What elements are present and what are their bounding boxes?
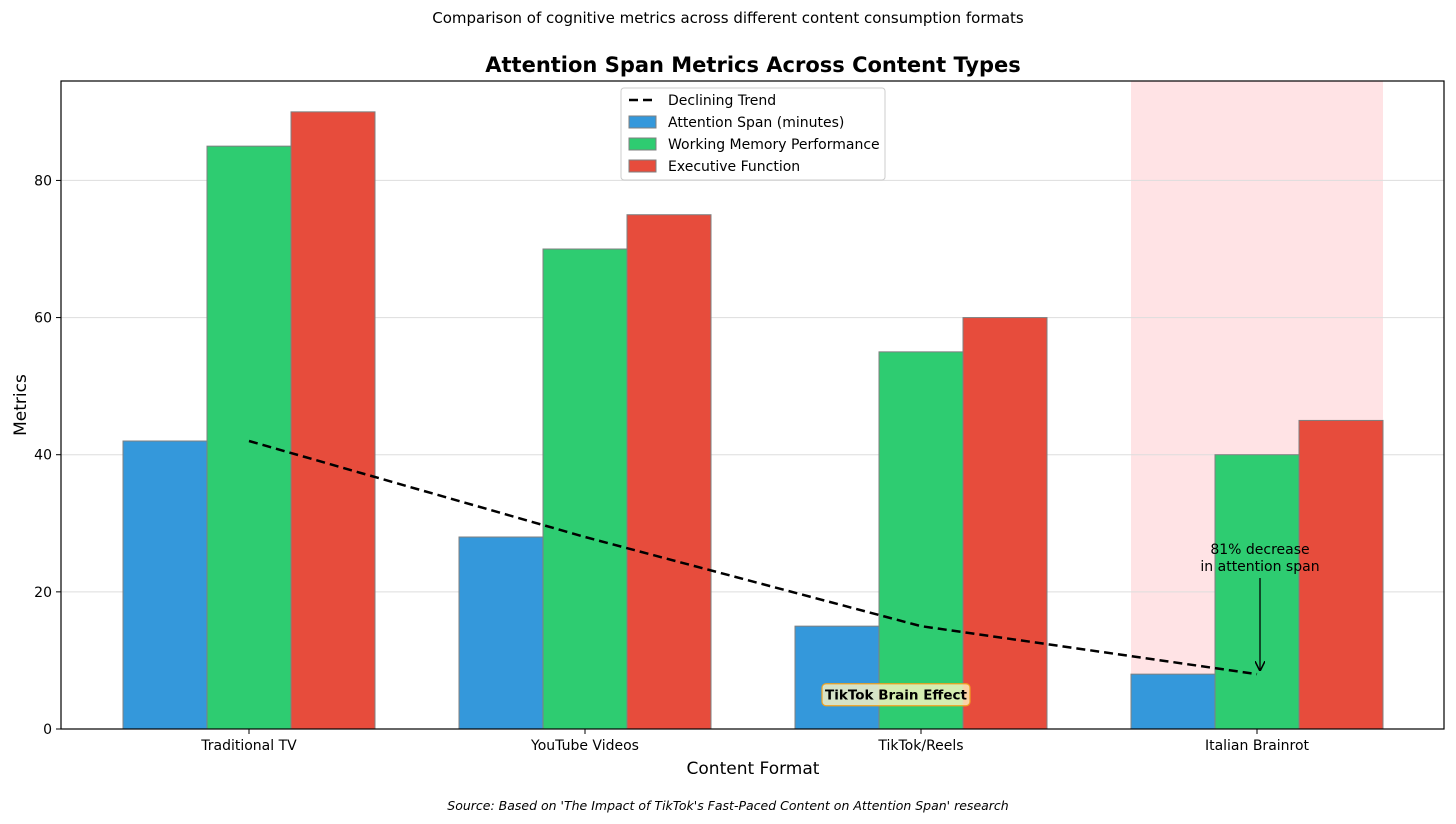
chart-title: Attention Span Metrics Across Content Ty… bbox=[485, 53, 1021, 77]
annotation-attention-decrease: 81% decrease in attention span bbox=[1200, 542, 1319, 575]
x-tick-label-youtube-videos: YouTube Videos bbox=[530, 738, 639, 754]
x-tick-label-tiktok-reels: TikTok/Reels bbox=[877, 738, 963, 754]
legend-label-declining-trend: Declining Trend bbox=[668, 93, 776, 109]
y-tick-label-60: 60 bbox=[34, 311, 52, 327]
y-tick-label-0: 0 bbox=[43, 722, 52, 738]
legend-swatch-executive-function bbox=[628, 159, 657, 173]
bar-attention-span-minutes-italian-brainrot bbox=[1130, 673, 1216, 730]
legend-label-working-memory-performance: Working Memory Performance bbox=[668, 137, 880, 153]
tiktok-brain-effect-box bbox=[821, 683, 971, 707]
legend-swatch-attention-span-minutes bbox=[628, 115, 657, 129]
x-tick-label-traditional-tv: Traditional TV bbox=[200, 738, 297, 754]
legend: Declining Trend Attention Span (minutes) W… bbox=[620, 87, 886, 181]
y-tick-label-20: 20 bbox=[34, 585, 52, 601]
bar-working-memory-performance-italian-brainrot bbox=[1214, 454, 1300, 730]
bar-executive-function-youtube-videos bbox=[626, 214, 712, 730]
bar-working-memory-performance-youtube-videos bbox=[542, 248, 628, 730]
bar-executive-function-traditional-tv bbox=[290, 111, 376, 730]
chart-suptitle: Comparison of cognitive metrics across d… bbox=[432, 9, 1024, 27]
bar-attention-span-minutes-traditional-tv bbox=[122, 440, 208, 730]
legend-swatch-working-memory-performance bbox=[628, 137, 657, 151]
x-axis-label: Content Format bbox=[687, 759, 820, 779]
y-tick-label-80: 80 bbox=[34, 173, 52, 189]
legend-label-executive-function: Executive Function bbox=[668, 159, 800, 175]
bar-attention-span-minutes-youtube-videos bbox=[458, 536, 544, 730]
tiktok-brain-effect-label: TikTok Brain Effect bbox=[825, 688, 967, 704]
x-tick-label-italian-brainrot: Italian Brainrot bbox=[1205, 738, 1310, 754]
legend-label-attention-span-minutes: Attention Span (minutes) bbox=[668, 115, 844, 131]
bar-working-memory-performance-traditional-tv bbox=[206, 145, 292, 730]
y-tick-label-40: 40 bbox=[34, 448, 52, 464]
bar-working-memory-performance-tiktok-reels bbox=[878, 351, 964, 730]
legend-box bbox=[620, 87, 886, 181]
source-note: Source: Based on 'The Impact of TikTok's… bbox=[447, 798, 1009, 813]
trend-line bbox=[248, 439, 1258, 676]
bar-executive-function-italian-brainrot bbox=[1298, 419, 1384, 730]
y-axis-label: Metrics bbox=[11, 374, 31, 436]
bar-attention-span-minutes-tiktok-reels bbox=[794, 625, 880, 730]
bar-executive-function-tiktok-reels bbox=[962, 317, 1048, 730]
plot-frame bbox=[60, 80, 1445, 730]
